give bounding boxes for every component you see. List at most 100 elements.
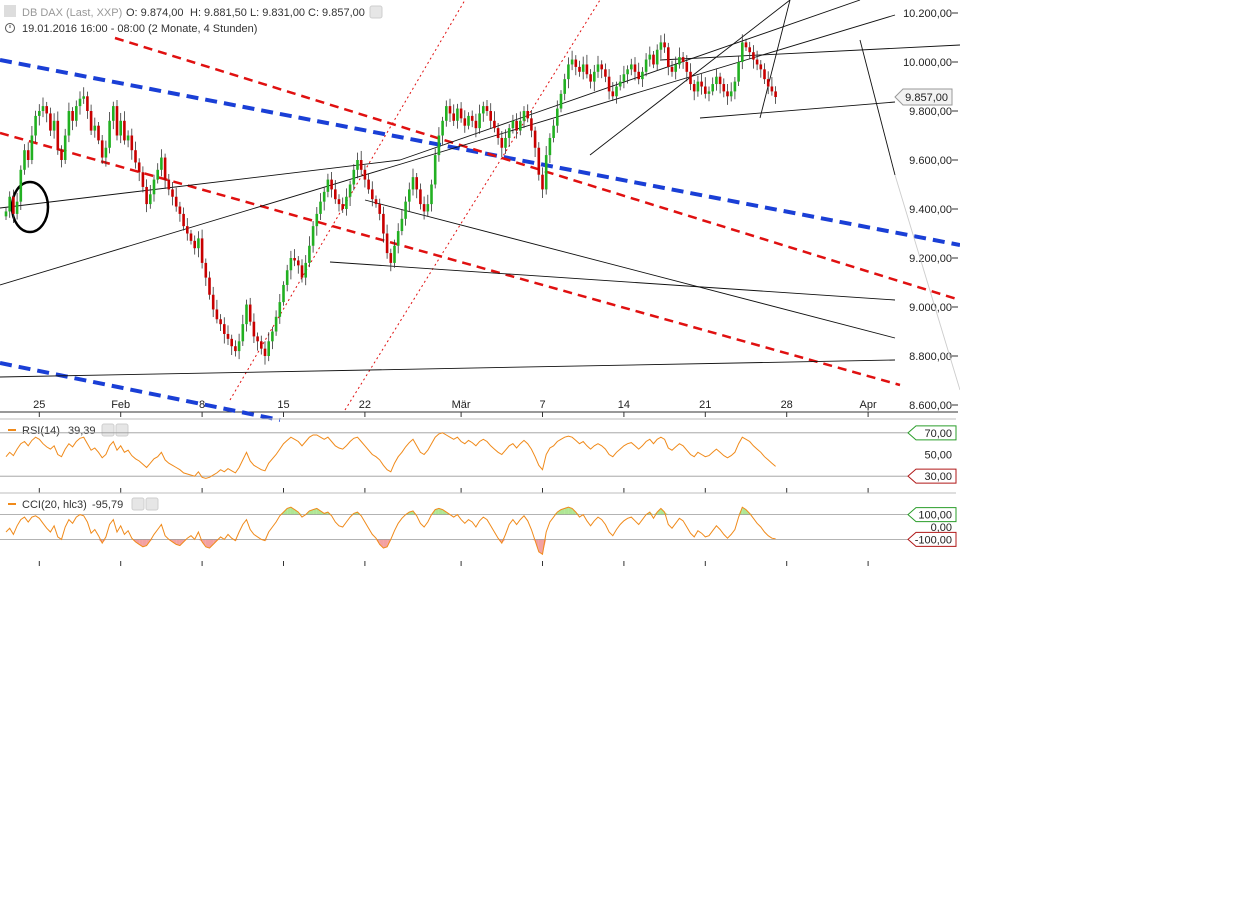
- last-price-label: 9.857,00: [905, 92, 948, 104]
- candle-body: [415, 177, 418, 190]
- candle-body: [93, 125, 97, 131]
- chart-window[interactable]: DB DAX (Last, XXP) O: 9.874,00 H: 9.881,…: [0, 0, 960, 570]
- candle-body: [167, 179, 171, 190]
- chart-type-icon[interactable]: [4, 5, 16, 17]
- candle-body: [559, 93, 563, 109]
- oversold-fill: [139, 539, 143, 547]
- candle-body: [626, 69, 629, 75]
- candle-body: [45, 106, 48, 114]
- candle-body: [49, 113, 52, 131]
- candle-body: [589, 74, 592, 82]
- candle-body: [622, 74, 626, 82]
- candle-body: [26, 150, 30, 160]
- candle-body: [748, 47, 751, 53]
- oversold-fill: [379, 539, 384, 549]
- candle-body: [478, 113, 481, 129]
- x-tick-label: 7: [539, 399, 545, 411]
- rsi-value: 39,39: [68, 425, 96, 437]
- candle-body: [304, 262, 307, 278]
- candle-body: [322, 191, 326, 202]
- oversold-fill: [131, 539, 136, 542]
- candle-body: [474, 120, 478, 129]
- candle-body: [134, 150, 137, 163]
- candle-body: [341, 204, 344, 209]
- candle-body: [326, 179, 330, 192]
- candle-body: [171, 189, 174, 197]
- candle-body: [363, 169, 367, 180]
- candle-body: [71, 111, 74, 121]
- cci-close-icon[interactable]: [145, 497, 159, 511]
- candle-body: [311, 226, 315, 246]
- candle-body: [678, 57, 681, 65]
- overbought-fill: [287, 507, 291, 515]
- candle-body: [108, 120, 111, 148]
- candle-body: [182, 213, 185, 227]
- candle-body: [411, 177, 415, 190]
- settings-gear-icon[interactable]: [369, 5, 383, 19]
- trendline: [0, 58, 960, 247]
- level-label: 70,00: [924, 428, 952, 440]
- oversold-fill: [183, 539, 188, 542]
- candle-body: [655, 49, 659, 65]
- candle-body: [234, 346, 237, 352]
- candle-body: [23, 150, 26, 170]
- candle-body: [52, 120, 56, 131]
- candle-body: [285, 270, 289, 285]
- overbought-fill: [438, 508, 443, 515]
- overbought-fill: [294, 509, 299, 515]
- x-tick-label: 21: [699, 399, 711, 411]
- candle-body: [226, 333, 230, 339]
- candle-body: [552, 125, 555, 138]
- y-tick-label: 8.600,00: [909, 400, 952, 412]
- candle-body: [200, 238, 204, 263]
- candle-body: [8, 196, 11, 212]
- candle-body: [404, 201, 407, 219]
- y-tick-label: 9.400,00: [909, 204, 952, 216]
- candle-body: [644, 59, 648, 72]
- x-tick-label: Feb: [111, 399, 130, 411]
- overbought-fill: [568, 507, 573, 515]
- oversold-fill: [142, 539, 147, 547]
- overbought-fill: [442, 509, 447, 515]
- candle-body: [60, 150, 63, 160]
- candle-body: [596, 64, 600, 72]
- candle-body: [659, 42, 663, 50]
- candle-body: [515, 120, 518, 131]
- x-tick-label: 15: [277, 399, 289, 411]
- candle-body: [533, 130, 537, 148]
- candle-body: [208, 277, 211, 295]
- candle-body: [526, 111, 529, 119]
- candle-body: [330, 179, 333, 190]
- candle-body: [178, 206, 182, 214]
- candle-body: [452, 113, 455, 121]
- candle-body: [600, 64, 603, 70]
- rsi-settings-icon[interactable]: [101, 423, 115, 437]
- time-axis: 25 Feb 8 15 22 Mär 7 14 21 28 Apr: [33, 399, 877, 417]
- rsi-close-icon[interactable]: [115, 423, 129, 437]
- candle-body: [374, 199, 378, 205]
- candle-body: [670, 66, 674, 72]
- candle-body: [145, 186, 148, 205]
- candle-body: [271, 331, 274, 342]
- highlight-circle-annotation: [10, 180, 50, 234]
- candle-body: [733, 81, 737, 92]
- level-label: 100,00: [918, 510, 952, 522]
- candle-body: [530, 118, 533, 131]
- instrument-name: DB DAX (Last, XXP): [22, 7, 122, 19]
- candle-body: [308, 245, 311, 263]
- candle-body: [337, 199, 341, 205]
- candle-body: [382, 213, 385, 234]
- candle-body: [86, 96, 89, 111]
- candle-body: [104, 147, 108, 158]
- candle-body: [652, 54, 655, 65]
- candle-body: [641, 71, 644, 80]
- candle-body: [174, 196, 178, 207]
- candle-body: [766, 79, 770, 87]
- cci-settings-icon[interactable]: [131, 497, 145, 511]
- chart-canvas[interactable]: DB DAX (Last, XXP) O: 9.874,00 H: 9.881,…: [0, 0, 960, 570]
- x-tick-label: 28: [781, 399, 793, 411]
- candle-body: [30, 135, 34, 160]
- trendline: [0, 159, 401, 209]
- trendline: [0, 131, 901, 387]
- ohlc-open: O: 9.874,00: [126, 7, 184, 19]
